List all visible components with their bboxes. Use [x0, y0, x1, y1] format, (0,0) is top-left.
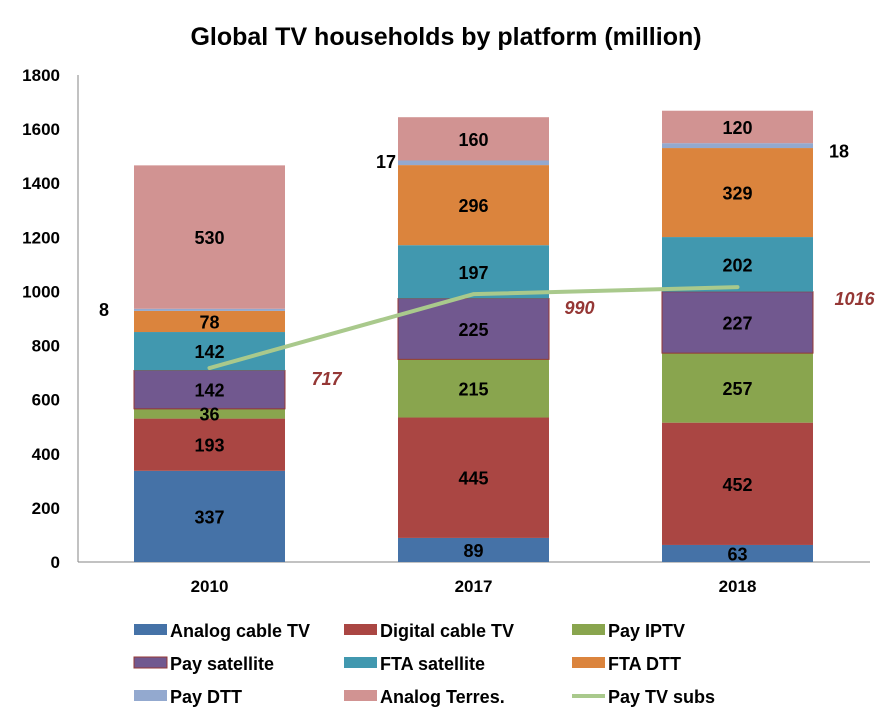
data-label: 120	[722, 118, 752, 138]
bar-segment-fta-satellite-2018	[662, 237, 813, 292]
legend-label: FTA DTT	[608, 654, 681, 674]
data-label: 63	[727, 544, 747, 564]
bar-segment-pay-iptv-2010	[134, 408, 285, 419]
legend-swatch	[344, 624, 377, 635]
data-label: 257	[722, 379, 752, 399]
bar-segment-fta-dtt-2018	[662, 148, 813, 238]
legend-label: Digital cable TV	[380, 621, 514, 641]
data-label: 337	[194, 507, 224, 527]
legend-item: Pay DTT	[134, 687, 242, 707]
x-tick-label: 2010	[191, 577, 229, 596]
bar-segment-pay-satellite-2010	[133, 369, 286, 410]
y-tick-label: 1000	[22, 282, 60, 301]
bar-segment-analog-cable-tv-2018	[662, 544, 813, 562]
data-label: 160	[458, 130, 488, 150]
legend-item: Pay satellite	[133, 654, 274, 674]
y-tick-label: 800	[32, 337, 60, 356]
legend-item: Analog cable TV	[134, 621, 310, 641]
legend: Analog cable TV Digital cable TV Pay IPTV P…	[133, 621, 715, 707]
data-label: 227	[722, 313, 752, 333]
chart-title: Global TV households by platform (millio…	[190, 23, 701, 51]
x-tick-label: 2018	[719, 577, 757, 596]
x-tick-label: 2017	[455, 577, 493, 596]
y-tick-label: 400	[32, 445, 60, 464]
data-label: 193	[194, 436, 224, 456]
y-tick-label: 0	[51, 553, 60, 572]
data-label: 329	[722, 184, 752, 204]
line-pay-tv-subs	[207, 285, 740, 371]
y-tick-label: 1800	[22, 66, 60, 85]
legend-swatch	[134, 624, 167, 635]
legend-label: Pay DTT	[170, 687, 242, 707]
bar-segment-pay-iptv-2017	[398, 359, 549, 418]
data-label: 225	[458, 320, 488, 340]
legend-swatch	[344, 657, 377, 668]
line-data-label: 717	[311, 369, 342, 389]
legend-item: Pay TV subs	[572, 687, 715, 707]
bar-segment-digital-cable-tv-2018	[662, 422, 813, 545]
data-label: 78	[199, 312, 219, 332]
data-label: 296	[458, 196, 488, 216]
legend-label: Analog cable TV	[170, 621, 310, 641]
data-label: 89	[463, 541, 483, 561]
y-tick-label: 1200	[22, 228, 60, 247]
y-tick-label: 200	[32, 499, 60, 518]
legend-item: Digital cable TV	[344, 621, 514, 641]
data-label: 215	[458, 379, 488, 399]
axes: 0 200 400 600 800 1000 1200 1400 1600 1800 2010 201…	[22, 66, 870, 596]
data-label: 530	[194, 228, 224, 248]
bar-segment-fta-satellite-2010	[134, 332, 285, 371]
data-label: 8	[99, 300, 109, 320]
line-data-label: 990	[564, 298, 594, 318]
pay-tv-subs-line: 717 990 1016	[207, 285, 876, 389]
bar-segment-analog-cable-tv-2017	[398, 537, 549, 562]
legend-item: Pay IPTV	[572, 621, 685, 641]
data-label: 17	[376, 152, 396, 172]
bar-segment-digital-cable-tv-2017	[398, 417, 549, 538]
bar-segment-fta-satellite-2017	[398, 245, 549, 299]
legend-swatch	[134, 690, 167, 701]
data-label: 142	[194, 381, 224, 401]
bars	[133, 110, 814, 562]
bar-segment-pay-dtt-2018	[662, 143, 813, 149]
legend-item: FTA satellite	[344, 654, 485, 674]
data-label: 452	[722, 475, 752, 495]
legend-label: FTA satellite	[380, 654, 485, 674]
bar-segment-digital-cable-tv-2010	[134, 418, 285, 471]
legend-swatch	[344, 690, 377, 701]
data-label: 18	[829, 142, 849, 162]
y-tick-label: 1400	[22, 174, 60, 193]
data-label: 142	[194, 342, 224, 362]
bar-segment-fta-dtt-2017	[398, 165, 549, 246]
bar-segment-pay-dtt-2017	[398, 160, 549, 166]
data-label: 36	[199, 405, 219, 425]
bar-segment-analog-cable-tv-2010	[134, 470, 285, 562]
legend-swatch	[133, 656, 168, 669]
legend-swatch	[572, 624, 605, 635]
legend-label: Pay TV subs	[608, 687, 715, 707]
y-tick-label: 600	[32, 391, 60, 410]
legend-label: Analog Terres.	[380, 687, 505, 707]
bar-segment-analog-terres-2010	[134, 165, 285, 309]
data-label: 445	[458, 469, 488, 489]
segment-labels: 337 193 36 142 142 78 8 530 89 445 215 225 197 296 17 1…	[99, 118, 849, 565]
bar-segment-fta-dtt-2010	[134, 310, 285, 333]
y-tick-label: 1600	[22, 120, 60, 139]
bar-segment-pay-dtt-2010	[134, 308, 285, 311]
legend-item: FTA DTT	[572, 654, 681, 674]
legend-label: Pay IPTV	[608, 621, 685, 641]
bar-segment-analog-terres-2018	[662, 110, 813, 144]
bar-segment-pay-satellite-2018	[661, 291, 814, 354]
bar-segment-analog-terres-2017	[398, 117, 549, 161]
data-label: 202	[722, 255, 752, 275]
legend-label: Pay satellite	[170, 654, 274, 674]
data-label: 197	[458, 263, 488, 283]
legend-swatch	[572, 657, 605, 668]
legend-item: Analog Terres.	[344, 687, 505, 707]
bar-segment-pay-iptv-2018	[662, 353, 813, 423]
line-data-label: 1016	[834, 289, 875, 309]
